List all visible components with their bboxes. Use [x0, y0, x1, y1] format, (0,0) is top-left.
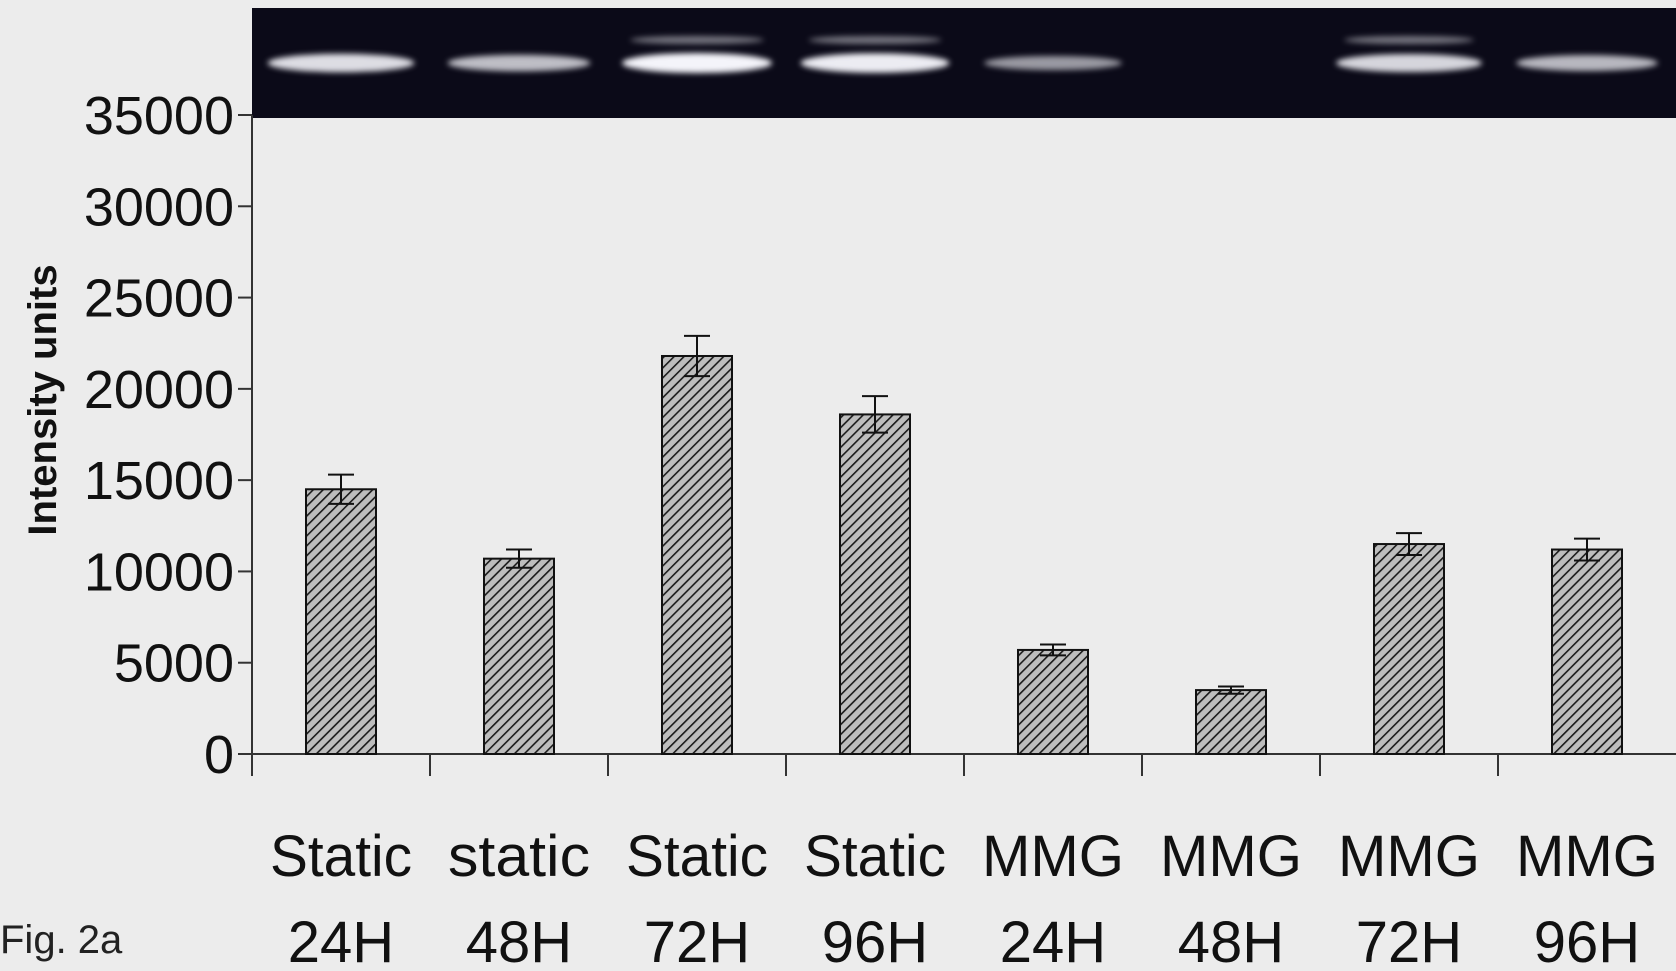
bar — [1017, 648, 1089, 755]
x-category-label-line2: 24H — [288, 910, 394, 971]
y-tick-label: 15000 — [84, 451, 234, 511]
y-tick-label: 10000 — [84, 542, 234, 602]
x-category-label-line1: Static — [804, 824, 946, 889]
y-tick-label: 0 — [204, 725, 234, 785]
y-tick-label: 5000 — [114, 634, 234, 694]
x-category-label-line1: MMG — [1160, 824, 1302, 889]
gel-image — [252, 8, 1676, 118]
x-category-label-line2: 48H — [466, 910, 572, 971]
y-tick-label: 30000 — [84, 177, 234, 237]
x-category-label-line2: 96H — [822, 910, 928, 971]
bar — [305, 488, 377, 755]
bar — [483, 557, 555, 755]
x-category-label-line1: MMG — [1516, 824, 1658, 889]
gel-band — [267, 53, 415, 73]
x-category-label-line2: 72H — [1356, 910, 1462, 971]
bar — [661, 354, 733, 755]
error-bar — [506, 548, 532, 569]
axes: 0 5000 10000 15000 20000 25000 30000 35000 — [84, 86, 1676, 785]
y-tick-label: 35000 — [84, 86, 234, 146]
gel-band — [447, 54, 591, 72]
error-bar — [1396, 532, 1422, 556]
x-category-label-line1: MMG — [1338, 824, 1480, 889]
figure-caption: Fig. 2a — [0, 918, 123, 962]
bar — [839, 413, 911, 755]
gel-band — [1336, 54, 1482, 72]
gel-band-upper — [808, 36, 942, 44]
x-category-label-line2: 48H — [1178, 910, 1284, 971]
gel-band — [622, 53, 772, 73]
error-bar — [684, 334, 710, 378]
y-tick-label: 25000 — [84, 269, 234, 329]
error-bar — [328, 473, 354, 505]
x-category-label-line2: 72H — [644, 910, 750, 971]
error-bar — [862, 395, 888, 434]
y-tick-label: 20000 — [84, 360, 234, 420]
x-category-label-line2: 24H — [1000, 910, 1106, 971]
error-bar — [1574, 537, 1600, 562]
x-category-label-line1: Static — [626, 824, 768, 889]
gel-band — [1516, 55, 1658, 71]
x-category-label-line2: 96H — [1534, 910, 1640, 971]
bar — [1551, 548, 1623, 756]
y-axis-label: Intensity units — [21, 264, 65, 535]
gel-band — [984, 56, 1122, 70]
bars — [305, 334, 1623, 756]
error-bar — [1040, 643, 1066, 657]
error-bar — [1218, 685, 1244, 695]
x-category-label-line1: MMG — [982, 824, 1124, 889]
x-axis-labels: Static 24H static 48H Static 72H Static 96H MMG 2… — [270, 824, 1658, 971]
gel-band-upper — [1344, 36, 1474, 44]
x-category-label-line1: Static — [270, 824, 412, 889]
x-category-label-line1: static — [448, 824, 590, 889]
bar — [1195, 689, 1267, 755]
gel-band — [800, 53, 950, 73]
gel-band-upper — [630, 36, 764, 44]
bar — [1373, 543, 1445, 755]
